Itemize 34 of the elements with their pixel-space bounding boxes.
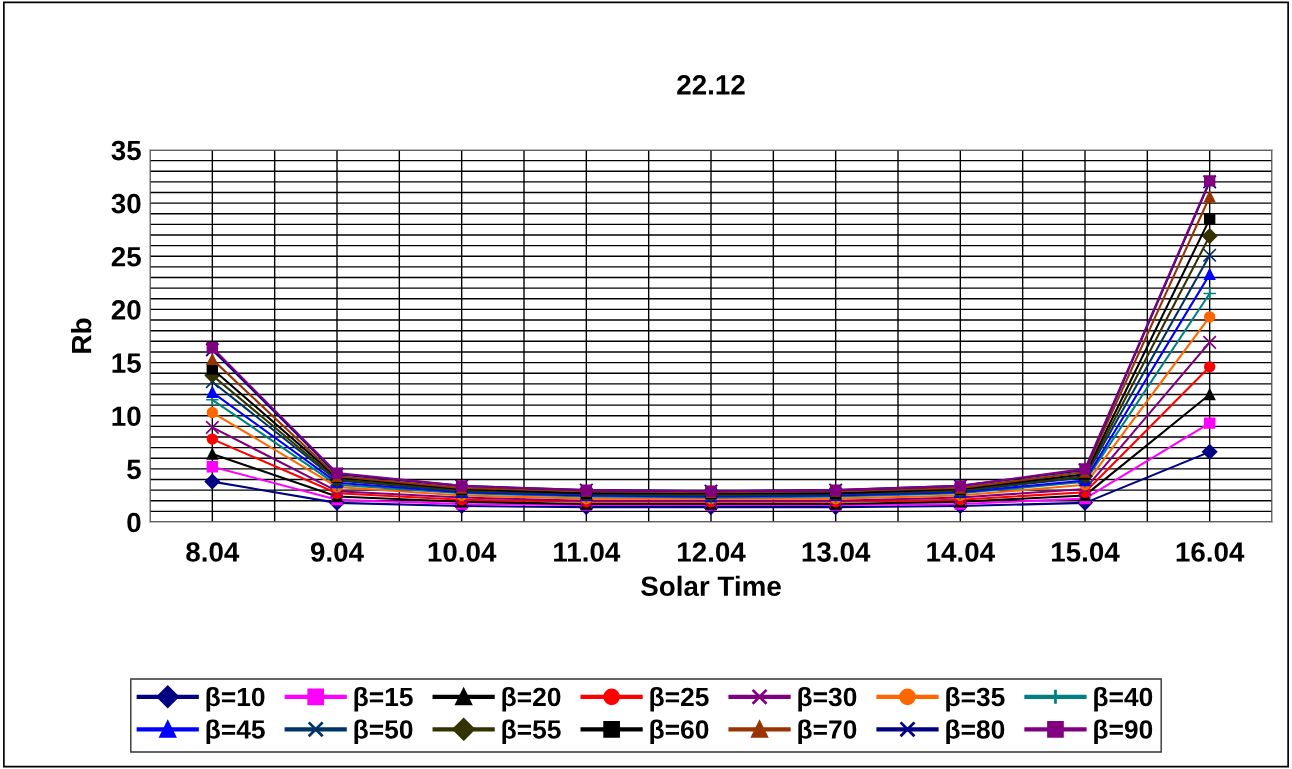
legend-label: β=55 [502, 719, 561, 745]
legend-label: β=15 [354, 686, 413, 712]
x-tick-label: 13.04 [802, 542, 871, 562]
x-tick-label: 9.04 [310, 542, 364, 562]
x-tick-label: 8.04 [186, 542, 240, 562]
legend-label: β=40 [1094, 686, 1153, 712]
y-tick-label: 35 [111, 140, 141, 161]
legend-label: β=90 [1094, 719, 1153, 745]
y-tick-label: 30 [111, 193, 141, 214]
x-tick-label: 12.04 [678, 542, 746, 562]
x-tick-label: 10.04 [428, 542, 497, 562]
x-tick-label: 14.04 [927, 542, 995, 562]
y-tick-label: 5 [127, 459, 141, 480]
x-tick-label: 11.04 [554, 542, 621, 562]
legend-label: β=70 [798, 719, 857, 745]
legend-label: β=60 [650, 719, 709, 745]
legend-label: β=25 [650, 686, 709, 712]
legend-label: β=10 [206, 686, 265, 712]
legend-label: β=35 [946, 686, 1005, 712]
x-axis-title: Solar Time [641, 575, 781, 597]
y-tick-label: 25 [111, 246, 141, 267]
y-tick-label: 15 [112, 353, 141, 373]
y-tick-label: 0 [127, 512, 141, 533]
legend-label: β=30 [798, 686, 857, 712]
chart-title: 22.12 [677, 75, 745, 95]
legend-label: β=20 [502, 686, 561, 712]
x-tick-label: 15.04 [1052, 542, 1120, 562]
legend-label: β=45 [206, 719, 265, 745]
legend-label: β=50 [354, 719, 413, 745]
y-axis-title: Rb [70, 318, 92, 353]
legend-label: β=80 [946, 719, 1005, 745]
y-tick-label: 10 [112, 406, 141, 427]
y-tick-label: 20 [111, 300, 141, 320]
x-tick-label: 16.04 [1176, 542, 1245, 562]
